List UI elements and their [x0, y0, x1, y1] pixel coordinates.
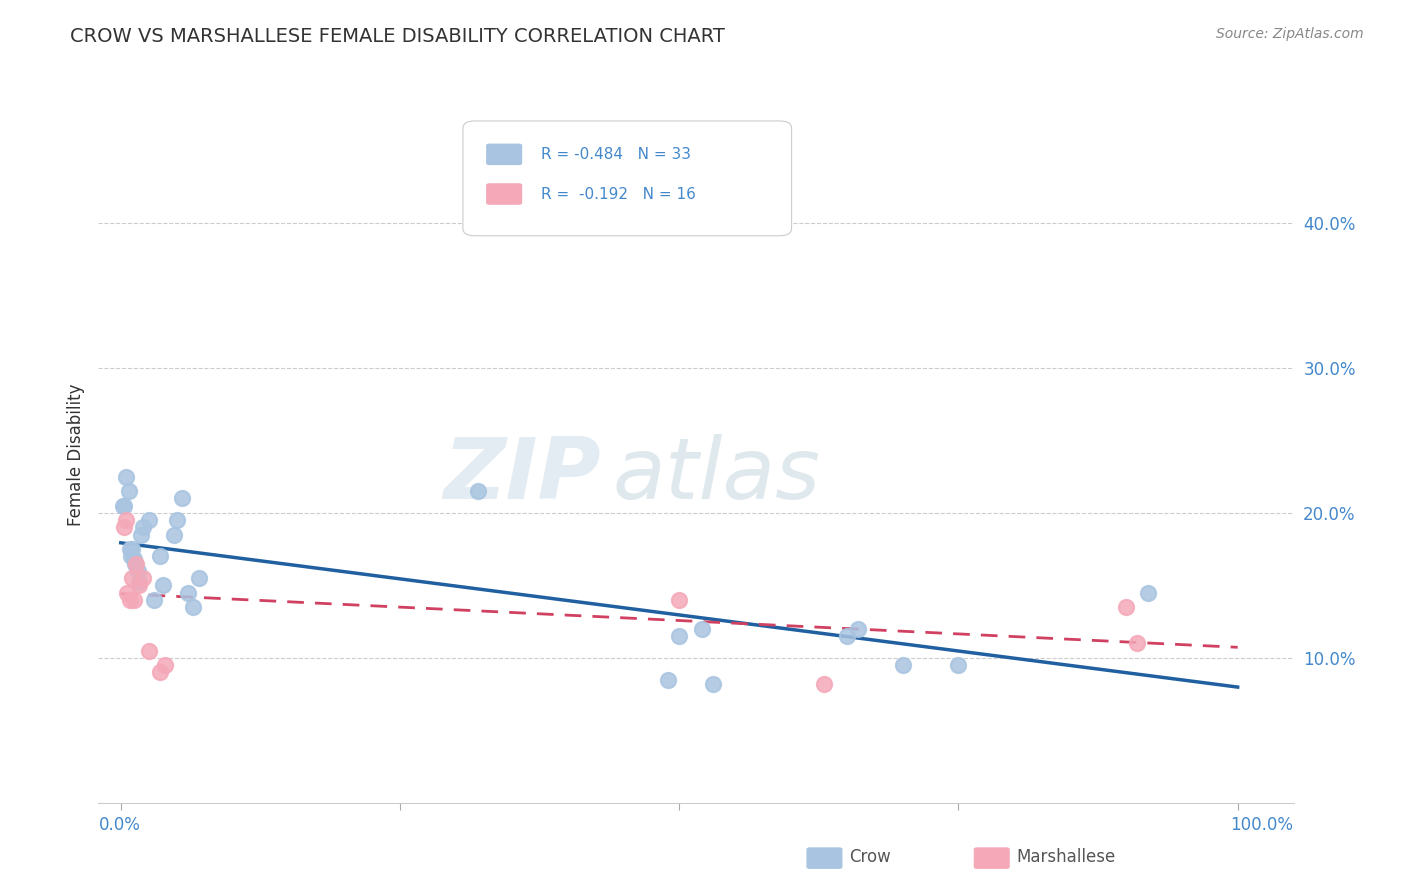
- Point: [120, 549, 142, 564]
- Point: [117, 484, 139, 499]
- Point: [1137, 585, 1160, 599]
- Text: R = -0.484   N = 33: R = -0.484 N = 33: [540, 147, 690, 161]
- Text: Source: ZipAtlas.com: Source: ZipAtlas.com: [1216, 27, 1364, 41]
- Point: [118, 592, 141, 607]
- Point: [128, 575, 150, 590]
- Point: [132, 520, 155, 534]
- Point: [132, 571, 155, 585]
- Point: [1126, 636, 1149, 650]
- Point: [115, 513, 138, 527]
- Point: [112, 520, 135, 534]
- Point: [124, 557, 146, 571]
- Point: [121, 542, 143, 557]
- Point: [122, 552, 145, 566]
- Point: [138, 513, 160, 527]
- Point: [668, 592, 690, 607]
- Text: atlas: atlas: [613, 434, 820, 517]
- Point: [835, 629, 858, 643]
- Point: [668, 629, 690, 643]
- FancyBboxPatch shape: [486, 184, 522, 204]
- Text: Crow: Crow: [849, 848, 890, 866]
- Point: [187, 571, 209, 585]
- Point: [163, 527, 186, 541]
- Point: [172, 491, 194, 506]
- Point: [128, 578, 150, 592]
- Point: [166, 513, 188, 527]
- Point: [149, 665, 172, 680]
- Point: [127, 564, 149, 578]
- Point: [702, 677, 724, 691]
- Point: [117, 585, 139, 599]
- Point: [143, 592, 166, 607]
- Point: [155, 658, 177, 673]
- Point: [115, 469, 138, 483]
- Point: [111, 499, 134, 513]
- Point: [846, 622, 869, 636]
- Point: [152, 578, 174, 592]
- Point: [125, 557, 148, 571]
- FancyBboxPatch shape: [486, 145, 522, 164]
- Point: [121, 571, 143, 585]
- Text: 0.0%: 0.0%: [98, 816, 141, 834]
- Y-axis label: Female Disability: Female Disability: [66, 384, 84, 526]
- Point: [122, 592, 145, 607]
- Text: ZIP: ZIP: [443, 434, 600, 517]
- FancyBboxPatch shape: [974, 848, 1010, 868]
- Point: [948, 658, 970, 673]
- Text: R =  -0.192   N = 16: R = -0.192 N = 16: [540, 186, 696, 202]
- Text: CROW VS MARSHALLESE FEMALE DISABILITY CORRELATION CHART: CROW VS MARSHALLESE FEMALE DISABILITY CO…: [70, 27, 725, 45]
- Point: [1115, 600, 1137, 615]
- Point: [112, 499, 135, 513]
- Text: 100.0%: 100.0%: [1230, 816, 1294, 834]
- Point: [149, 549, 172, 564]
- Point: [657, 673, 679, 687]
- Point: [138, 643, 160, 657]
- Point: [891, 658, 914, 673]
- Point: [467, 484, 489, 499]
- Point: [118, 542, 141, 557]
- FancyBboxPatch shape: [463, 121, 792, 235]
- Point: [183, 600, 205, 615]
- Point: [813, 677, 835, 691]
- Point: [129, 527, 152, 541]
- FancyBboxPatch shape: [807, 848, 842, 868]
- Point: [690, 622, 713, 636]
- Point: [177, 585, 200, 599]
- Text: Marshallese: Marshallese: [1017, 848, 1115, 866]
